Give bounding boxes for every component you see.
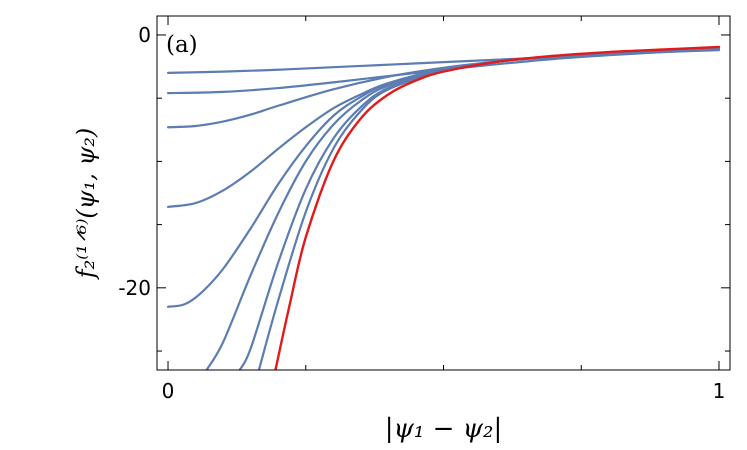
x-tick-label: 1 — [713, 379, 726, 403]
tick-labels: 0 1 0 -20 — [118, 23, 725, 403]
series-line-blue-7 — [238, 47, 721, 370]
panel-label: (a) — [166, 32, 198, 58]
x-axis-label: |ψ₁ − ψ₂| — [385, 414, 502, 444]
plot-lines — [166, 45, 721, 370]
y-axis-label: f₂⁽¹ᐟ⁶⁾(ψ₁, ψ₂) — [72, 128, 100, 281]
series-line-blue-5 — [166, 47, 721, 308]
axis-ticks — [157, 16, 730, 370]
series-line-blue-6 — [205, 47, 721, 370]
y-tick-label: -20 — [118, 276, 151, 300]
plot-frame — [156, 15, 731, 371]
y-tick-label: 0 — [138, 23, 151, 47]
x-tick-label: 0 — [162, 379, 175, 403]
series-line-red — [274, 45, 721, 370]
series-line-blue-8 — [257, 47, 721, 370]
